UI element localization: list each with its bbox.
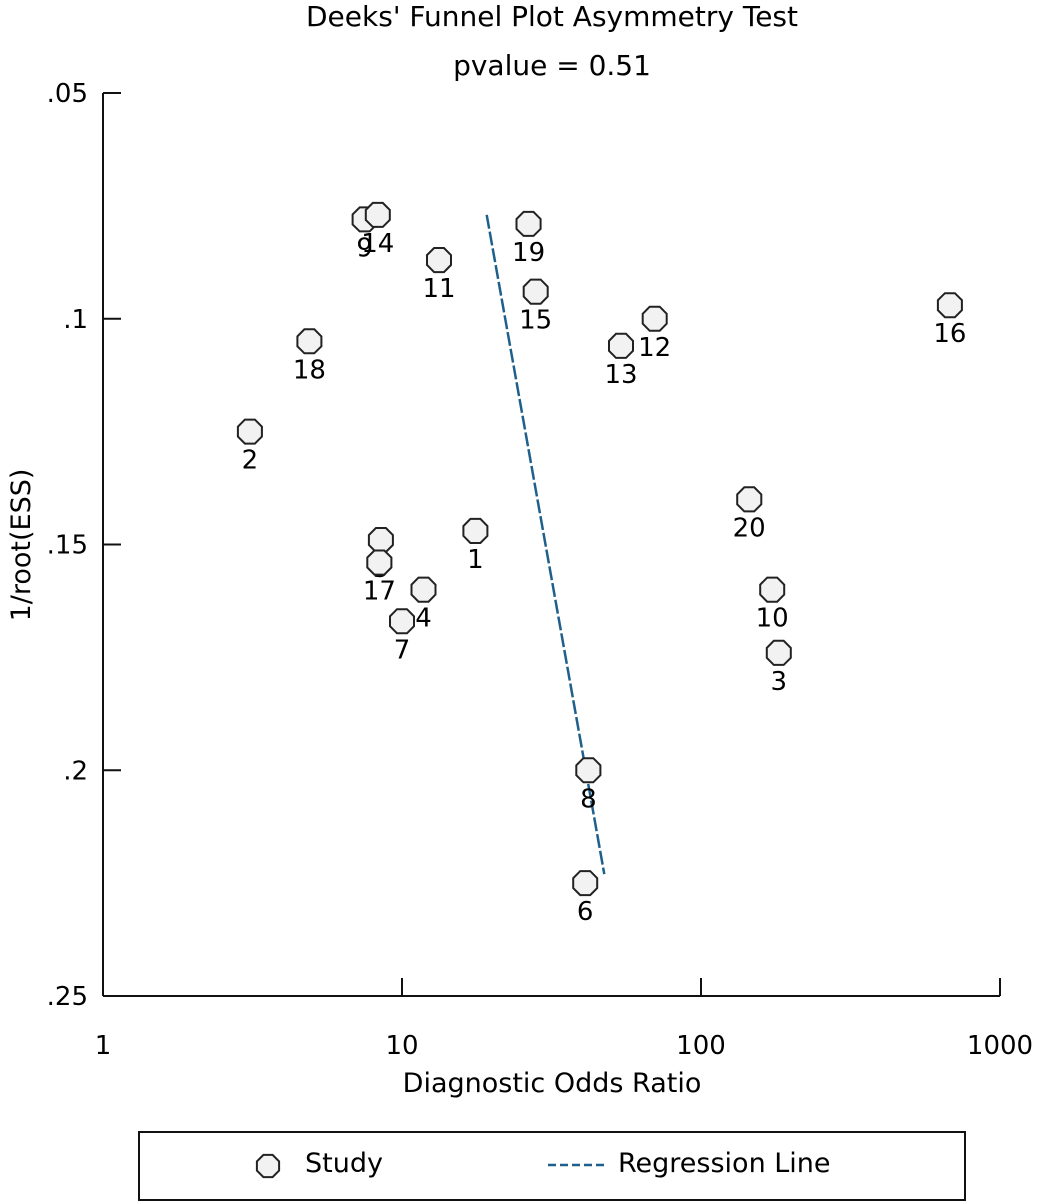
study-point-marker (608, 332, 634, 359)
study-point-marker (410, 576, 437, 603)
y-tick-label: .2 (63, 756, 88, 786)
study-point-label: 7 (394, 635, 411, 665)
x-tick-label: 100 (676, 1031, 726, 1061)
study-point-marker (572, 870, 599, 897)
regression-line (485, 214, 606, 875)
study-point-label: 12 (638, 333, 671, 363)
y-tick-label: .25 (47, 982, 88, 1012)
study-point-marker (426, 247, 452, 274)
study-point-label: 15 (519, 306, 552, 336)
y-tick-label: .1 (63, 305, 88, 335)
study-point-label: 13 (604, 360, 637, 390)
study-point-label: 19 (512, 238, 545, 268)
study-point-label: 18 (293, 355, 326, 385)
study-point-label: 16 (933, 319, 966, 349)
study-point-marker (462, 517, 489, 544)
study-point-marker (236, 418, 263, 445)
x-tick-label: 10 (385, 1031, 418, 1061)
study-points-layer: 1234567891011121314151617181920 (236, 201, 966, 927)
study-point-label: 20 (733, 513, 766, 543)
study-point-label: 1 (467, 545, 484, 575)
y-tick-label: .15 (47, 531, 88, 561)
chart-title: Deeks' Funnel Plot Asymmetry Test (306, 0, 798, 33)
x-axis-label: Diagnostic Odds Ratio (403, 1068, 702, 1099)
chart-subtitle: pvalue = 0.51 (453, 49, 651, 82)
axes: .05.1.15.2.251 10 100 1000 (47, 79, 1033, 1061)
legend-box (138, 1131, 966, 1201)
legend-study-label: Study (305, 1148, 383, 1179)
study-point-label: 6 (577, 897, 594, 927)
study-point-marker (364, 201, 391, 228)
y-axis-label: 1/root(ESS) (6, 469, 37, 622)
study-point-label: 4 (415, 604, 432, 634)
study-point-label: 3 (771, 667, 788, 697)
study-point-marker (366, 549, 393, 576)
x-tick-label: 1000 (967, 1031, 1033, 1061)
study-point-label: 9 (356, 233, 373, 263)
study-point-marker (759, 576, 786, 603)
study-point-label: 17 (363, 577, 396, 607)
study-point-label: 8 (580, 784, 597, 814)
study-point-marker (296, 328, 323, 355)
study-point-marker (367, 527, 394, 553)
legend-regression-label: Regression Line (618, 1148, 831, 1179)
study-point-marker (936, 292, 963, 319)
legend-study-marker (255, 1153, 281, 1179)
study-point-marker (575, 757, 602, 784)
y-tick-label: .05 (47, 79, 88, 109)
legend: Study Regression Line (138, 1131, 966, 1201)
study-point-label: 11 (422, 274, 455, 304)
study-point-marker (641, 305, 668, 332)
study-point-label: 10 (756, 604, 789, 634)
regression-line-layer (485, 214, 606, 875)
study-point-marker (736, 486, 763, 513)
study-point-label: 2 (242, 446, 259, 476)
study-point-label: 14 (361, 229, 394, 259)
x-tick-label: 1 (95, 1031, 112, 1061)
study-point-marker (515, 210, 542, 237)
study-point-marker (522, 278, 549, 305)
study-point-marker (389, 608, 415, 635)
study-point-marker (765, 639, 792, 666)
